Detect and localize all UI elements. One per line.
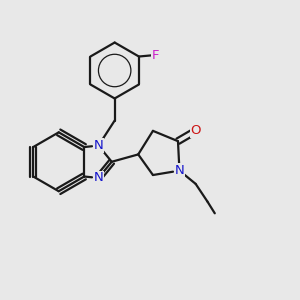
- Text: N: N: [175, 164, 184, 177]
- Text: N: N: [94, 172, 103, 184]
- Text: F: F: [151, 49, 159, 62]
- Text: O: O: [190, 124, 201, 137]
- Text: N: N: [94, 139, 103, 152]
